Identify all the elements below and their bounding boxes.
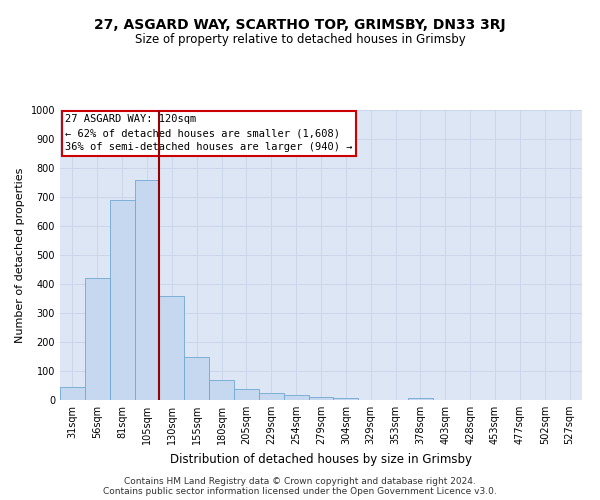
Text: 27, ASGARD WAY, SCARTHO TOP, GRIMSBY, DN33 3RJ: 27, ASGARD WAY, SCARTHO TOP, GRIMSBY, DN… xyxy=(94,18,506,32)
Text: Contains HM Land Registry data © Crown copyright and database right 2024.: Contains HM Land Registry data © Crown c… xyxy=(124,478,476,486)
X-axis label: Distribution of detached houses by size in Grimsby: Distribution of detached houses by size … xyxy=(170,452,472,466)
Bar xyxy=(284,395,308,400)
Bar xyxy=(60,387,85,400)
Bar xyxy=(160,296,184,400)
Bar xyxy=(110,200,134,400)
Bar xyxy=(408,398,433,400)
Text: 27 ASGARD WAY: 120sqm
← 62% of detached houses are smaller (1,608)
36% of semi-d: 27 ASGARD WAY: 120sqm ← 62% of detached … xyxy=(65,114,353,152)
Y-axis label: Number of detached properties: Number of detached properties xyxy=(15,168,25,342)
Bar xyxy=(85,278,110,400)
Bar xyxy=(184,356,209,400)
Bar xyxy=(209,380,234,400)
Text: Size of property relative to detached houses in Grimsby: Size of property relative to detached ho… xyxy=(134,32,466,46)
Bar xyxy=(234,389,259,400)
Bar xyxy=(334,398,358,400)
Bar xyxy=(308,397,334,400)
Bar xyxy=(134,180,160,400)
Text: Contains public sector information licensed under the Open Government Licence v3: Contains public sector information licen… xyxy=(103,488,497,496)
Bar xyxy=(259,393,284,400)
